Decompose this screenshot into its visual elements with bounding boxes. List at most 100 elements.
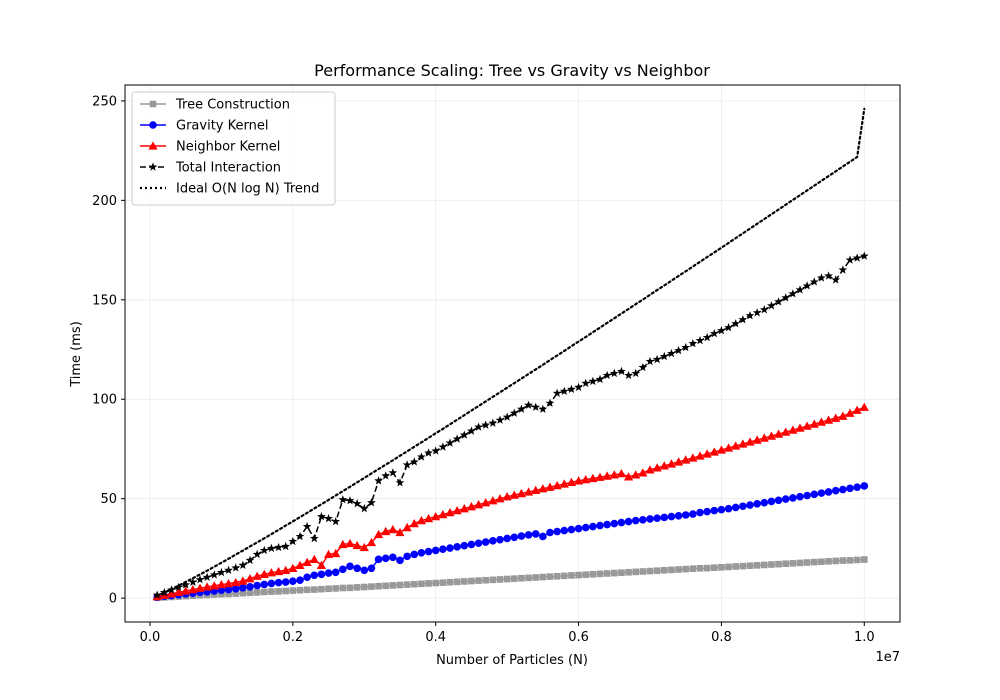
data-point-total-interaction xyxy=(752,308,762,317)
data-point-total-interaction xyxy=(467,426,476,435)
data-point-tree-construction xyxy=(746,562,754,570)
data-point-neighbor-kernel xyxy=(295,560,305,569)
data-point-neighbor-kernel xyxy=(252,571,262,580)
data-point-gravity-kernel xyxy=(703,507,711,516)
data-point-tree-construction xyxy=(460,578,468,585)
data-point-gravity-kernel xyxy=(496,535,504,544)
data-point-total-interaction xyxy=(481,420,491,429)
data-point-neighbor-kernel xyxy=(373,529,384,539)
series-gravity-kernel xyxy=(153,482,869,601)
data-point-tree-construction xyxy=(332,585,340,592)
data-point-total-interaction xyxy=(188,577,198,586)
data-point-neighbor-kernel xyxy=(502,492,512,501)
data-point-gravity-kernel xyxy=(296,576,304,585)
x-tick-label: 0.0 xyxy=(140,630,161,645)
data-point-tree-construction xyxy=(825,558,832,565)
data-point-total-interaction xyxy=(559,386,569,396)
data-point-gravity-kernel xyxy=(717,505,726,514)
data-point-neighbor-kernel xyxy=(552,480,562,490)
data-point-gravity-kernel xyxy=(639,515,647,524)
data-point-tree-construction xyxy=(318,585,325,593)
data-point-total-interaction xyxy=(367,498,376,507)
data-point-gravity-kernel xyxy=(374,555,383,564)
data-point-neighbor-kernel xyxy=(545,482,555,491)
data-point-gravity-kernel xyxy=(389,553,397,562)
data-point-total-interaction xyxy=(424,448,433,457)
data-point-tree-construction xyxy=(225,590,232,598)
data-point-total-interaction xyxy=(302,521,312,531)
data-point-gravity-kernel xyxy=(789,494,797,502)
data-point-gravity-kernel xyxy=(339,565,347,574)
data-point-neighbor-kernel xyxy=(209,581,219,590)
data-point-neighbor-kernel xyxy=(259,569,269,578)
data-point-tree-construction xyxy=(468,577,475,585)
data-point-neighbor-kernel xyxy=(416,515,427,525)
data-point-gravity-kernel xyxy=(610,519,619,528)
data-point-neighbor-kernel xyxy=(288,563,298,572)
data-point-tree-construction xyxy=(268,588,275,595)
data-point-neighbor-kernel xyxy=(431,511,441,521)
data-point-neighbor-kernel xyxy=(716,445,727,454)
series-neighbor-kernel xyxy=(152,402,869,601)
data-point-gravity-kernel xyxy=(453,543,461,551)
data-point-tree-construction xyxy=(389,582,397,589)
data-point-total-interaction xyxy=(381,471,391,480)
data-point-gravity-kernel xyxy=(546,528,554,537)
data-point-neighbor-kernel xyxy=(752,435,762,444)
data-point-neighbor-kernel xyxy=(473,500,484,509)
data-point-tree-construction xyxy=(403,581,411,588)
data-point-tree-construction xyxy=(353,584,361,591)
data-point-total-interaction xyxy=(259,545,269,555)
series-total-interaction xyxy=(152,251,869,599)
data-point-neighbor-kernel xyxy=(359,542,369,552)
data-point-neighbor-kernel xyxy=(338,539,348,549)
data-point-tree-construction xyxy=(432,579,440,587)
data-point-neighbor-kernel xyxy=(738,439,748,448)
data-point-total-interaction xyxy=(838,265,848,274)
data-point-total-interaction xyxy=(452,434,462,443)
data-point-gravity-kernel xyxy=(353,564,361,573)
data-point-tree-construction xyxy=(853,556,861,564)
data-point-tree-construction xyxy=(768,561,775,568)
data-point-gravity-kernel xyxy=(446,544,454,552)
data-point-total-interaction xyxy=(845,255,855,264)
data-point-total-interaction xyxy=(774,297,783,306)
legend-label-neighbor-kernel: Neighbor Kernel xyxy=(176,140,280,155)
data-point-gravity-kernel xyxy=(681,511,690,519)
data-point-tree-construction xyxy=(639,568,647,575)
data-point-total-interaction xyxy=(688,338,698,348)
data-point-neighbor-kernel xyxy=(281,565,291,574)
data-point-total-interaction xyxy=(767,301,776,310)
data-point-total-interaction xyxy=(581,378,591,388)
data-point-total-interaction xyxy=(659,351,669,361)
data-point-tree-construction xyxy=(596,570,604,578)
series-line-tree-construction xyxy=(157,558,865,599)
data-point-total-interaction xyxy=(859,251,869,260)
data-point-neighbor-kernel xyxy=(273,566,284,576)
data-point-tree-construction xyxy=(632,568,640,576)
data-point-total-interaction xyxy=(731,319,741,328)
x-axis-label: Number of Particles (N) xyxy=(436,653,588,668)
data-point-total-interaction xyxy=(224,565,233,575)
data-point-tree-construction xyxy=(682,565,690,573)
data-point-total-interaction xyxy=(852,253,862,262)
data-point-gravity-kernel xyxy=(860,482,869,490)
data-point-gravity-kernel xyxy=(310,571,319,580)
data-point-neighbor-kernel xyxy=(852,405,862,414)
data-point-total-interaction xyxy=(217,567,226,577)
x-tick-label: 0.2 xyxy=(283,630,304,645)
data-point-gravity-kernel xyxy=(403,552,411,561)
data-point-neighbor-kernel xyxy=(223,579,234,588)
data-point-neighbor-kernel xyxy=(766,431,777,440)
legend-marker-total-interaction xyxy=(148,162,158,171)
data-point-gravity-kernel xyxy=(839,485,847,494)
data-point-tree-construction xyxy=(818,558,825,566)
data-point-total-interaction xyxy=(667,348,676,358)
data-point-gravity-kernel xyxy=(731,503,740,512)
data-point-neighbor-kernel xyxy=(759,433,769,442)
data-point-tree-construction xyxy=(553,572,561,580)
data-point-neighbor-kernel xyxy=(859,402,869,411)
data-point-total-interaction xyxy=(702,332,712,342)
data-point-tree-construction xyxy=(310,586,318,593)
data-point-total-interaction xyxy=(638,362,648,372)
